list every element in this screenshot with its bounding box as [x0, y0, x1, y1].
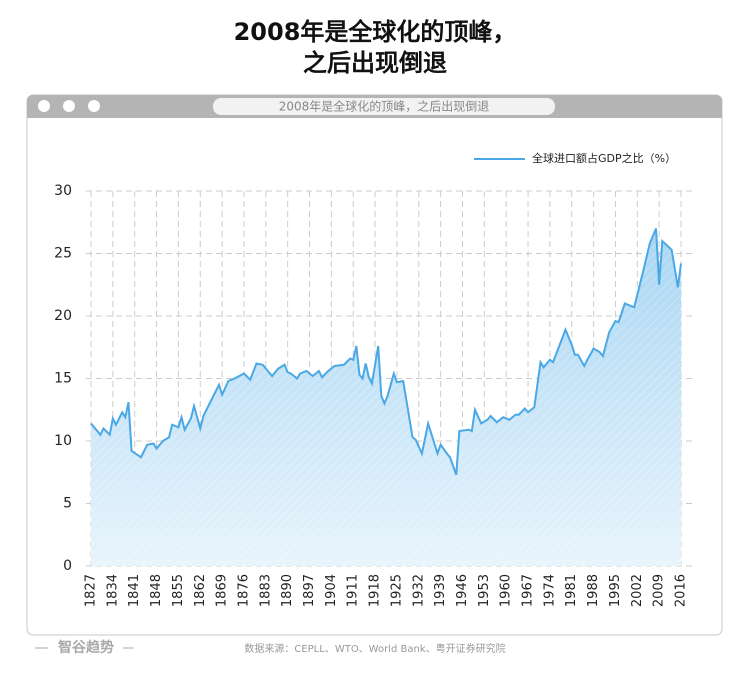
x-tick-label: 1834 — [105, 574, 120, 607]
x-tick-label: 1939 — [433, 574, 448, 607]
y-tick-label: 10 — [54, 433, 72, 449]
y-tick-label: 20 — [54, 308, 72, 324]
x-tick-label: 1869 — [215, 574, 230, 607]
x-tick-label: 2016 — [674, 574, 689, 607]
x-tick-label: 1932 — [411, 574, 426, 607]
x-tick-label: 1995 — [608, 574, 623, 607]
x-tick-label: 1911 — [346, 574, 361, 607]
x-tick-label: 1904 — [324, 574, 339, 607]
close-button[interactable] — [38, 100, 50, 112]
y-tick-label: 30 — [54, 183, 72, 199]
area-hatch — [91, 228, 681, 566]
x-tick-label: 2009 — [652, 574, 667, 607]
minimize-button[interactable] — [63, 100, 75, 112]
x-tick-label: 1827 — [84, 574, 99, 607]
x-tick-label: 1988 — [586, 574, 601, 607]
x-tick-label: 1841 — [127, 574, 142, 607]
x-tick-label: 1855 — [171, 574, 186, 607]
y-tick-label: 25 — [54, 246, 72, 262]
x-tick-label: 1925 — [389, 574, 404, 607]
x-tick-label: 1876 — [236, 574, 251, 607]
x-tick-label: 1918 — [368, 574, 383, 607]
y-tick-label: 0 — [63, 558, 72, 574]
line — [90, 228, 682, 476]
window-title: 2008年是全球化的顶峰，之后出现倒退 — [279, 99, 490, 114]
x-tick-label: 1862 — [193, 574, 208, 607]
y-tick-label: 15 — [54, 371, 72, 387]
brand: 智谷趋势 — [57, 639, 114, 656]
x-tick-label: 1883 — [258, 574, 273, 607]
x-tick-label: 1897 — [302, 574, 317, 607]
title: 之后出现倒退 — [303, 49, 447, 77]
x-tick-label: 1974 — [542, 574, 557, 607]
x-tick-label: 1967 — [521, 574, 536, 607]
title: 2008年是全球化的顶峰， — [234, 18, 517, 46]
address-bar — [213, 98, 555, 115]
y-tick-label: 5 — [63, 496, 72, 512]
x-tick-label: 1953 — [477, 574, 492, 607]
maximize-button[interactable] — [88, 100, 100, 112]
legend-label: 全球进口额占GDP之比（%） — [532, 151, 676, 165]
x-tick-label: 2002 — [630, 574, 645, 607]
x-tick-label: 1960 — [499, 574, 514, 607]
source: 数据来源：CEPLL、WTO、World Bank、粤开证券研究院 — [244, 642, 505, 655]
x-tick-label: 1981 — [564, 574, 579, 607]
x-tick-label: 1890 — [280, 574, 295, 607]
x-tick-label: 1946 — [455, 574, 470, 607]
x-tick-label: 1848 — [149, 574, 164, 607]
